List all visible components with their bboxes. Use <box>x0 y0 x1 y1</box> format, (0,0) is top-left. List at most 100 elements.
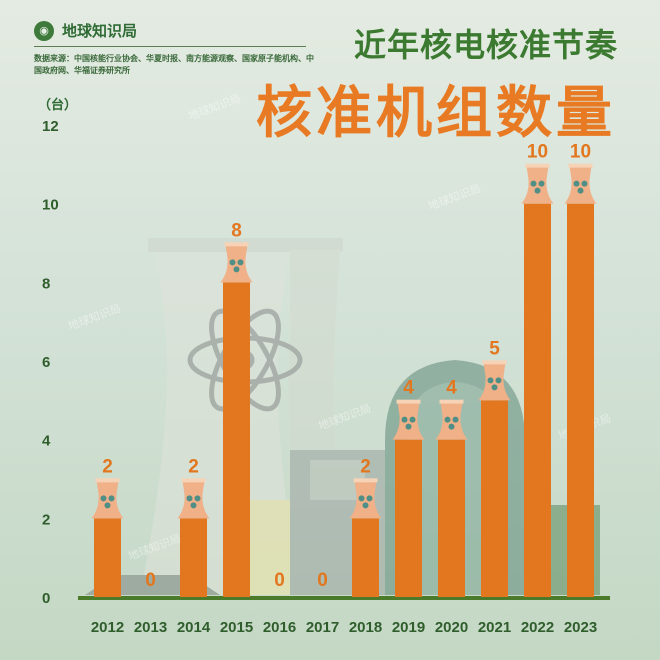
radiation-dot <box>229 259 236 266</box>
radiation-dot <box>444 416 451 423</box>
bar <box>223 282 250 597</box>
bar <box>94 518 121 597</box>
tower-cap-rim <box>439 399 464 404</box>
y-tick-label: 6 <box>42 354 50 371</box>
x-tick-label: 2023 <box>564 619 597 636</box>
data-label: 0 <box>274 570 285 591</box>
radiation-dot <box>237 259 244 266</box>
tower-cap-icon <box>177 480 210 519</box>
tower-cap-icon <box>392 401 425 440</box>
x-tick-label: 2022 <box>521 619 554 636</box>
brand-name: 地球知识局 <box>62 22 138 40</box>
x-tick-label: 2020 <box>435 619 468 636</box>
labels: 2 0 2 8 0 0 2 4 4 5 10 10 <box>102 142 591 591</box>
tower-cap-icon <box>478 362 511 401</box>
radiation-dot <box>104 502 111 509</box>
radiation-dot <box>405 423 412 430</box>
data-label: 0 <box>317 570 328 591</box>
radiation-dot <box>534 187 541 194</box>
data-label: 2 <box>188 456 199 477</box>
radiation-dot <box>401 416 408 423</box>
bar <box>524 203 551 597</box>
tower-cap-rim <box>568 163 593 168</box>
radiation-dot <box>487 377 494 384</box>
bar <box>481 400 508 597</box>
tower-cap-rim <box>353 478 378 483</box>
building-yellow <box>245 500 290 595</box>
tower-cap-icon <box>435 401 468 440</box>
radiation-dot <box>409 416 416 423</box>
watermark-text: 地球知识局 <box>66 301 122 333</box>
data-label: 10 <box>527 142 548 163</box>
x-tick-label: 2013 <box>134 619 167 636</box>
radiation-dot <box>186 495 193 502</box>
tower-cap-rim <box>482 360 507 365</box>
radiation-dot <box>581 180 588 187</box>
radiation-dot <box>233 266 240 273</box>
radiation-dot <box>491 384 498 391</box>
radiation-dot <box>495 377 502 384</box>
x-tick-label: 2012 <box>91 619 124 636</box>
chart-subtitle: 核准机组数量 <box>256 81 616 146</box>
radiation-dot <box>190 502 197 509</box>
tower-cap-icon <box>220 244 253 283</box>
y-tick-label: 12 <box>42 118 59 135</box>
header-divider <box>34 46 306 47</box>
x-tick-label: 2021 <box>478 619 511 636</box>
radiation-dot <box>366 495 373 502</box>
chart-title: 近年核电核准节奏 <box>353 26 618 64</box>
tower-cap-icon <box>521 165 554 204</box>
x-tick-label: 2015 <box>220 619 253 636</box>
radiation-dot <box>577 187 584 194</box>
radiation-dot <box>448 423 455 430</box>
bar <box>352 518 379 597</box>
radiation-dot <box>194 495 201 502</box>
radiation-dot <box>108 495 115 502</box>
tower-cap-rim <box>181 478 206 483</box>
x-axis-line <box>78 596 610 600</box>
data-label: 4 <box>403 378 414 399</box>
x-tick-label: 2019 <box>392 619 425 636</box>
radiation-dot <box>358 495 365 502</box>
y-tick-label: 2 <box>42 511 50 528</box>
watermark-text: 地球知识局 <box>186 91 242 123</box>
data-label: 8 <box>231 220 242 241</box>
data-label: 2 <box>360 456 371 477</box>
y-tick-label: 0 <box>42 590 50 607</box>
tower-cap-icon <box>564 165 597 204</box>
x-tick-label: 2014 <box>177 619 211 636</box>
radiation-dot <box>452 416 459 423</box>
bar <box>567 203 594 597</box>
bar <box>180 518 207 597</box>
tower-cap-rim <box>224 242 249 247</box>
y-tick-label: 8 <box>42 275 50 292</box>
y-tick-label: 10 <box>42 197 59 214</box>
watermark-text: 地球知识局 <box>426 181 482 213</box>
tower-cap-rim <box>525 163 550 168</box>
bar <box>395 439 422 597</box>
data-label: 10 <box>570 142 591 163</box>
data-label: 0 <box>145 570 156 591</box>
radiation-dot <box>362 502 369 509</box>
tower-cap-rim <box>95 478 120 483</box>
radiation-dot <box>573 180 580 187</box>
radiation-dot <box>538 180 545 187</box>
data-label: 2 <box>102 456 113 477</box>
y-axis-unit: （台） <box>38 98 78 113</box>
data-label: 4 <box>446 378 457 399</box>
data-label: 5 <box>489 338 500 359</box>
brand: ◉ 地球知识局 <box>34 20 137 41</box>
source-note: 数据来源：中国核能行业协会、华夏时报、南方能源观察、国家原子能机构、中国政府网、… <box>34 53 314 75</box>
radiation-dot <box>530 180 537 187</box>
bar <box>438 439 465 597</box>
x-tick-label: 2018 <box>349 619 382 636</box>
y-tick-label: 4 <box>42 433 51 450</box>
tower-cap-icon <box>349 480 382 519</box>
tower-cap-icon <box>91 480 124 519</box>
x-tick-label: 2016 <box>263 619 296 636</box>
tower-cap-rim <box>396 399 421 404</box>
globe-icon: ◉ <box>34 20 54 41</box>
radiation-dot <box>100 495 107 502</box>
